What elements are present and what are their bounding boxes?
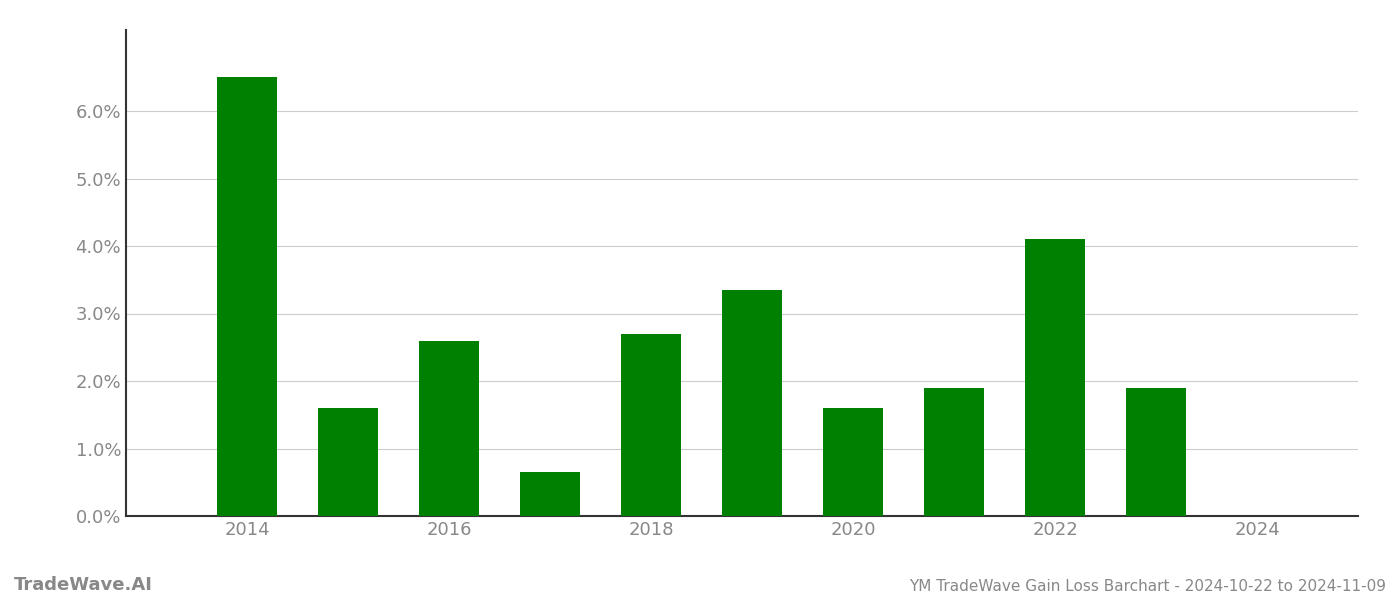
Bar — [823, 408, 883, 516]
Bar — [217, 77, 277, 516]
Bar — [1126, 388, 1186, 516]
Bar — [722, 290, 783, 516]
Bar — [419, 340, 479, 516]
Bar — [318, 408, 378, 516]
Bar — [519, 472, 581, 516]
Text: YM TradeWave Gain Loss Barchart - 2024-10-22 to 2024-11-09: YM TradeWave Gain Loss Barchart - 2024-1… — [909, 579, 1386, 594]
Bar — [620, 334, 682, 516]
Text: TradeWave.AI: TradeWave.AI — [14, 576, 153, 594]
Bar — [924, 388, 984, 516]
Bar — [1025, 239, 1085, 516]
